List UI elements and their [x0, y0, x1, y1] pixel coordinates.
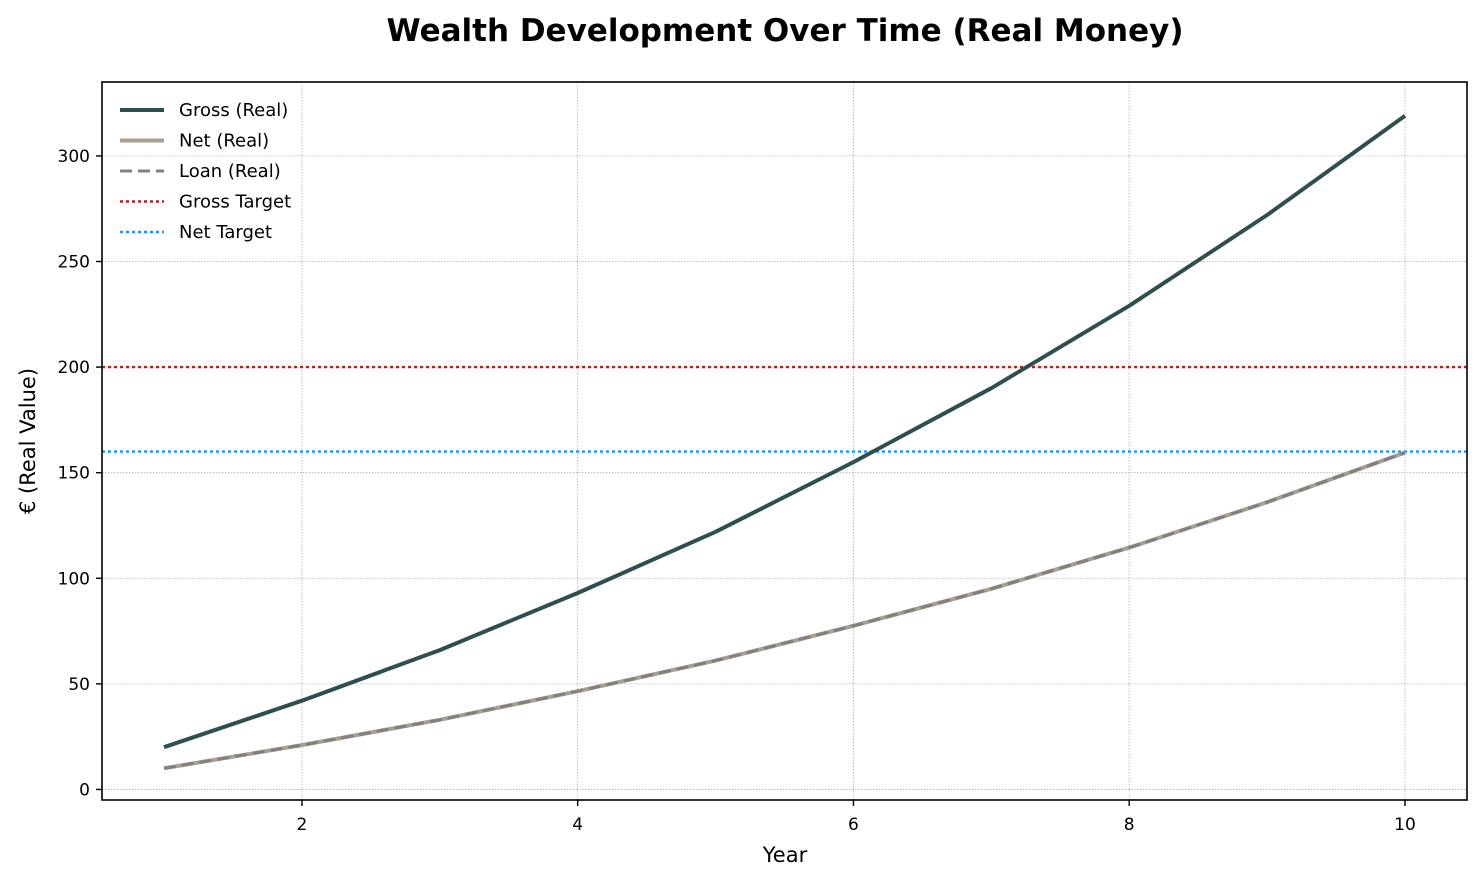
y-tick-label: 50	[68, 675, 90, 695]
x-axis-label: Year	[762, 843, 808, 867]
x-tick-label: 10	[1394, 815, 1416, 835]
x-tick-label: 8	[1124, 815, 1135, 835]
x-tick-label: 6	[848, 815, 859, 835]
legend-label: Loan (Real)	[179, 161, 281, 182]
y-tick-label: 200	[58, 358, 90, 378]
y-axis-label: € (Real Value)	[16, 368, 40, 514]
chart-title: Wealth Development Over Time (Real Money…	[386, 13, 1183, 49]
y-tick-label: 0	[79, 780, 90, 800]
grid	[102, 82, 1467, 800]
series-lines	[163, 114, 1407, 771]
y-tick-label: 100	[58, 569, 90, 589]
y-tick-label: 250	[58, 253, 90, 273]
y-tick-label: 300	[58, 147, 90, 167]
y-tick-label: 150	[58, 464, 90, 484]
x-tick-label: 2	[297, 815, 308, 835]
legend: Gross (Real) Net (Real) Loan (Real) Gross T…	[120, 100, 291, 243]
legend-label: Net Target	[179, 222, 272, 243]
net-real-series-line	[163, 450, 1406, 771]
gross-real-series-line	[163, 114, 1407, 750]
legend-label: Gross Target	[179, 192, 291, 213]
loan-real-series-line	[163, 451, 1406, 770]
legend-label: Net (Real)	[179, 131, 269, 152]
target-lines	[102, 365, 1467, 453]
x-tick-label: 4	[572, 815, 583, 835]
plot-area-frame	[101, 81, 1468, 801]
legend-label: Gross (Real)	[179, 100, 288, 121]
